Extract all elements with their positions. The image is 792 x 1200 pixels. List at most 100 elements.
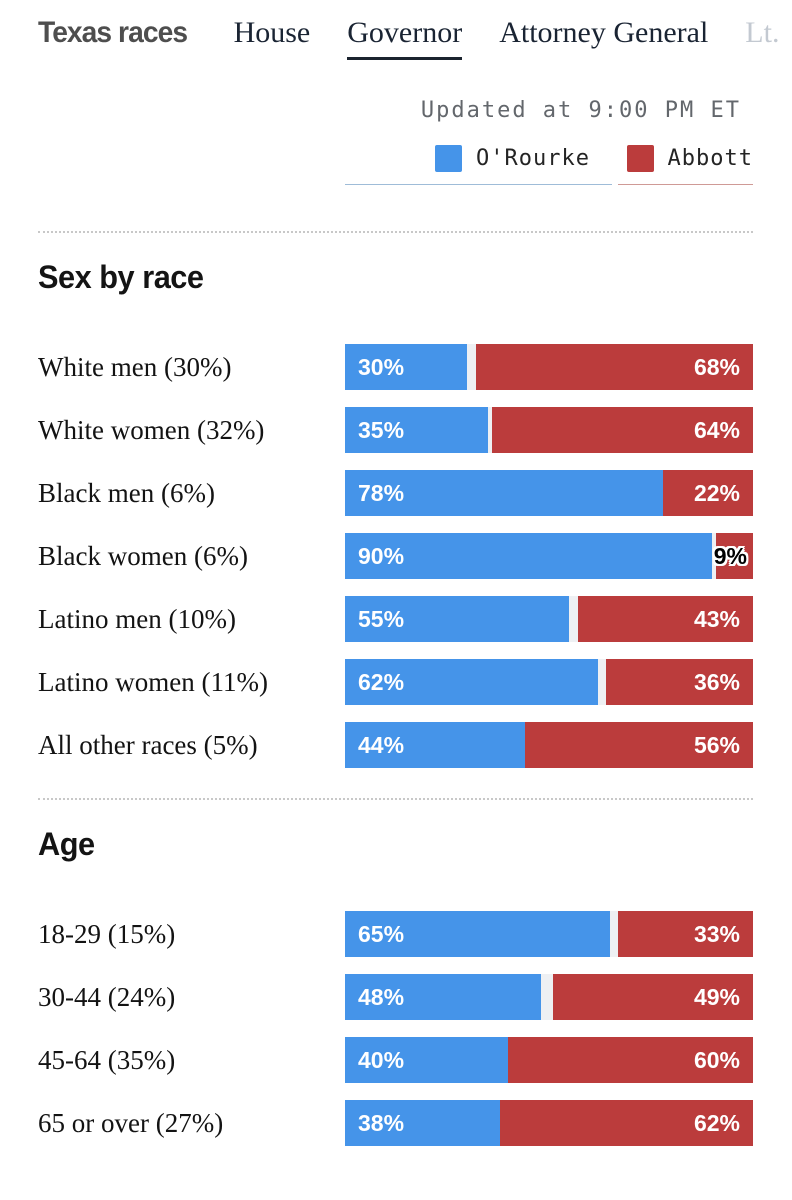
orourke-value: 65% — [358, 921, 405, 947]
updated-timestamp: Updated at 9:00 PM ET — [420, 98, 741, 123]
orourke-bar: 65% — [345, 911, 611, 957]
poll-row: White women (32%) 35% 64% — [38, 407, 753, 453]
legend-item-orourke: O'Rourke — [345, 145, 612, 185]
row-label: 18-29 (15%) — [38, 918, 176, 949]
rows: White men (30%) 30% 68% White women (32%) 35… — [38, 344, 753, 768]
orourke-value: 40% — [358, 1047, 405, 1073]
rows: 18-29 (15%) 65% 33% 30-44 (24%) 48% 49% 45-64 … — [38, 911, 753, 1146]
abbott-value: 60% — [693, 1047, 740, 1073]
abbott-value: 68% — [693, 354, 740, 380]
abbott-value: 62% — [693, 1110, 740, 1136]
orourke-bar: 48% — [345, 974, 541, 1020]
orourke-bar: 44% — [345, 722, 525, 768]
row-label: All other races (5%) — [38, 729, 258, 760]
orourke-bar: 62% — [345, 659, 598, 705]
orourke-value: 44% — [358, 732, 405, 758]
row-label: White men (30%) — [38, 351, 232, 382]
nav-tab-attorney-general[interactable]: Attorney General — [499, 16, 709, 49]
abbott-bar: 62% — [500, 1100, 753, 1146]
abbott-value: 9% — [713, 543, 747, 569]
abbott-value: 22% — [693, 480, 740, 506]
bar-group: 78% 22% — [345, 470, 753, 516]
row-label: Black men (6%) — [38, 477, 215, 508]
section-title: Age — [38, 826, 95, 862]
poll-row: 30-44 (24%) 48% 49% — [38, 974, 753, 1020]
orourke-bar: 90% — [345, 533, 713, 579]
abbott-bar: 49% — [553, 974, 753, 1020]
poll-row: 45-64 (35%) 40% 60% — [38, 1037, 753, 1083]
orourke-swatch — [435, 145, 463, 172]
row-label: Latino women (11%) — [38, 666, 268, 697]
poll-row: All other races (5%) 44% 56% — [38, 722, 753, 768]
row-label: 65 or over (27%) — [38, 1107, 224, 1138]
abbott-value: 36% — [693, 669, 740, 695]
bar-group: 44% 56% — [345, 722, 753, 768]
legend: O'Rourke Abbott — [345, 145, 753, 185]
row-label: Latino men (10%) — [38, 603, 236, 634]
orourke-legend-label: O'Rourke — [476, 146, 590, 171]
row-label: 45-64 (35%) — [38, 1044, 176, 1075]
bar-group: 35% 64% — [345, 407, 753, 453]
section-sex-by-race: Sex by race White men (30%) 30% 68% White w… — [38, 259, 753, 800]
poll-row: Latino women (11%) 62% 36% — [38, 659, 753, 705]
orourke-value: 55% — [358, 606, 405, 632]
row-label: 30-44 (24%) — [38, 981, 176, 1012]
poll-row: 65 or over (27%) 38% 62% — [38, 1100, 753, 1146]
orourke-bar: 55% — [345, 596, 570, 642]
bar-group: 90% 9% — [345, 533, 753, 579]
orourke-value: 35% — [358, 417, 405, 443]
poll-row: Latino men (10%) 55% 43% — [38, 596, 753, 642]
nav-tab-governor[interactable]: Governor — [347, 16, 463, 60]
orourke-value: 78% — [358, 480, 405, 506]
abbott-value: 64% — [693, 417, 740, 443]
orourke-bar: 30% — [345, 344, 468, 390]
poll-row: Black women (6%) 90% 9% — [38, 533, 753, 579]
orourke-bar: 35% — [345, 407, 488, 453]
abbott-bar: 33% — [618, 911, 753, 957]
nav-tab-house[interactable]: House — [233, 16, 311, 49]
orourke-value: 38% — [358, 1110, 405, 1136]
bar-group: 38% 62% — [345, 1100, 753, 1146]
abbott-bar: 22% — [663, 470, 753, 516]
abbott-legend-label: Abbott — [667, 146, 753, 171]
poll-sections: Sex by race White men (30%) 30% 68% White w… — [38, 259, 753, 1146]
races-nav: Texas races House Governor Attorney Gene… — [38, 0, 779, 60]
orourke-value: 48% — [358, 984, 405, 1010]
dotted-divider — [38, 798, 753, 800]
orourke-value: 30% — [358, 354, 405, 380]
poll-row: White men (30%) 30% 68% — [38, 344, 753, 390]
bar-group: 48% 49% — [345, 974, 753, 1020]
dotted-divider — [38, 231, 753, 233]
bar-group: 65% 33% — [345, 911, 753, 957]
abbott-bar: 56% — [524, 722, 753, 768]
abbott-bar: 68% — [475, 344, 753, 390]
abbott-value: 56% — [693, 732, 740, 758]
bar-group: 40% 60% — [345, 1037, 753, 1083]
orourke-bar: 78% — [345, 470, 664, 516]
section-age: Age 18-29 (15%) 65% 33% 30-44 (24%) 48% 49% 45… — [38, 826, 753, 1146]
section-title: Sex by race — [38, 259, 204, 295]
poll-row: Black men (6%) 78% 22% — [38, 470, 753, 516]
nav-tab-lt-governor[interactable]: Lt. — [745, 16, 780, 49]
bar-group: 62% 36% — [345, 659, 753, 705]
bar-group: 30% 68% — [345, 344, 753, 390]
bar-group: 55% 43% — [345, 596, 753, 642]
abbott-value: 33% — [693, 921, 740, 947]
abbott-value: 49% — [693, 984, 740, 1010]
abbott-bar: 36% — [606, 659, 753, 705]
row-label: White women (32%) — [38, 414, 265, 445]
orourke-bar: 38% — [345, 1100, 501, 1146]
abbott-bar: 64% — [491, 407, 753, 453]
abbott-value: 43% — [693, 606, 740, 632]
abbott-bar: 60% — [508, 1037, 753, 1083]
orourke-value: 90% — [358, 543, 405, 569]
row-label: Black women (6%) — [38, 540, 248, 571]
orourke-bar: 40% — [345, 1037, 509, 1083]
poll-row: 18-29 (15%) 65% 33% — [38, 911, 753, 957]
abbott-swatch — [626, 145, 654, 172]
orourke-value: 62% — [358, 669, 405, 695]
abbott-bar — [716, 533, 753, 579]
nav-title-texas-races: Texas races — [38, 16, 188, 49]
abbott-bar: 43% — [577, 596, 753, 642]
legend-item-abbott: Abbott — [618, 145, 753, 185]
